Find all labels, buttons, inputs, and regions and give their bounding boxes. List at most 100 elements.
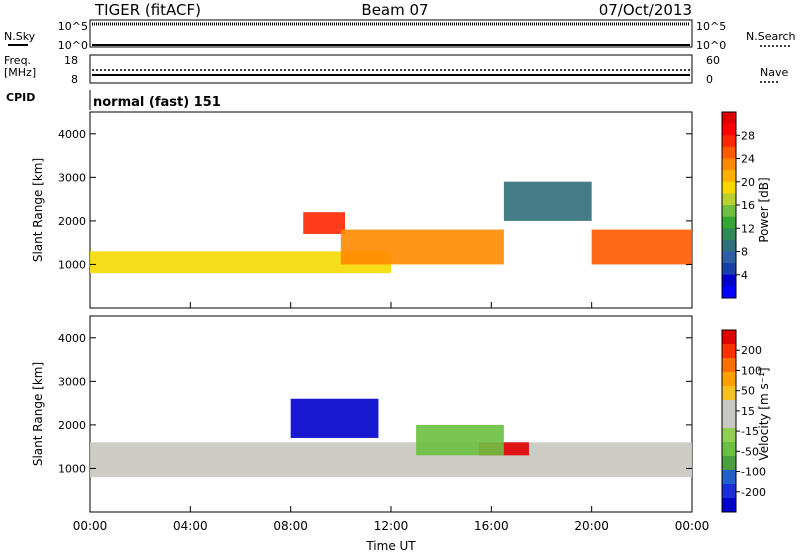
nsky-label: N.Sky	[4, 30, 36, 43]
colorbar-segment-12	[722, 251, 736, 264]
colorbar-segment-4	[722, 386, 736, 401]
colorbar-tick-label-4: 12	[741, 222, 755, 235]
y-tick-label-0: 1000	[58, 462, 86, 475]
nave-tick-bottom: 0	[706, 73, 713, 86]
station-title: TIGER (fitACF)	[94, 1, 201, 19]
colorbar-tick-label-4: -15	[741, 425, 759, 438]
y-tick-label-1: 2000	[58, 215, 86, 228]
date-title: 07/Oct/2013	[599, 1, 692, 19]
power-panel-frame	[89, 111, 693, 309]
colorbar-segment-2	[722, 135, 736, 148]
colorbar-segment-1	[722, 123, 736, 136]
heatmap-region-2	[340, 229, 504, 265]
x-tick-label-3: 12:00	[374, 519, 409, 533]
power-heatmap	[90, 181, 692, 274]
x-tick-label-4: 16:00	[474, 519, 509, 533]
velocity-heatmap	[90, 398, 692, 478]
heatmap-region-1	[303, 212, 346, 234]
colorbar-tick-label-3: 15	[741, 405, 755, 418]
y-tick-label-0: 1000	[58, 258, 86, 271]
heatmap-region-1	[290, 398, 379, 438]
freq-panel	[89, 54, 693, 84]
freq-unit-label: [MHz]	[4, 66, 36, 79]
heatmap-region-0	[90, 251, 391, 274]
heatmap-region-4	[591, 229, 692, 265]
colorbar-tick-label-5: 8	[741, 246, 748, 259]
colorbar-segment-7	[722, 428, 736, 443]
colorbar-segment-7	[722, 193, 736, 206]
nave-label: Nave	[760, 66, 788, 79]
freq-tick-bottom: 8	[71, 73, 78, 86]
power-ylabel: Slant Range [km]	[31, 158, 45, 262]
colorbar-segment-2	[722, 358, 736, 373]
colorbar-tick-label-5: -50	[741, 445, 759, 458]
y-tick-label-3: 4000	[58, 332, 86, 345]
colorbar-segment-11	[722, 239, 736, 252]
x-tick-label-5: 20:00	[574, 519, 609, 533]
colorbar-segment-8	[722, 205, 736, 218]
colorbar-segment-0	[722, 330, 736, 345]
time-axis: 00:00 04:00 08:00 12:00 16:00 20:00 00:00	[73, 302, 709, 533]
x-tick-label-2: 08:00	[273, 519, 308, 533]
power-colorbar-label: Power [dB]	[757, 177, 771, 242]
colorbar-tick-label-1: 100	[741, 364, 762, 377]
colorbar-segment-9	[722, 456, 736, 471]
colorbar-segment-0	[722, 112, 736, 125]
freq-tick-top: 18	[64, 54, 78, 67]
colorbar-frame	[721, 329, 737, 513]
colorbar-segment-10	[722, 228, 736, 241]
heatmap-region-0	[90, 442, 692, 478]
y-tick-label-1: 2000	[58, 419, 86, 432]
colorbar-tick-label-6: -100	[741, 466, 766, 479]
cpid-label: CPID	[6, 91, 35, 104]
y-tick-label-2: 3000	[58, 375, 86, 388]
colorbar-tick-label-1: 24	[741, 153, 755, 166]
colorbar-segment-6	[722, 414, 736, 429]
colorbar-tick-label-0: 200	[741, 344, 762, 357]
colorbar-segment-3	[722, 146, 736, 159]
velocity-ylabel: Slant Range [km]	[31, 362, 45, 466]
y-tick-label-2: 3000	[58, 171, 86, 184]
colorbar-tick-label-0: 28	[741, 129, 755, 142]
colorbar-segment-14	[722, 274, 736, 287]
colorbar-segment-15	[722, 286, 736, 299]
x-axis-label: Time UT	[365, 539, 416, 553]
colorbar-segment-13	[722, 263, 736, 276]
colorbar-tick-label-3: 16	[741, 199, 755, 212]
y-tick-label-3: 4000	[58, 128, 86, 141]
velocity-y-ticks: 1000 2000 3000 4000	[58, 332, 692, 475]
colorbar-segment-9	[722, 216, 736, 229]
power-colorbar: 28 24 20 16 12 8 4	[721, 111, 755, 299]
colorbar-segment-11	[722, 484, 736, 499]
colorbar-tick-label-7: -200	[741, 486, 766, 499]
nsearch-tick-top: 10^5	[696, 20, 726, 33]
colorbar-segment-5	[722, 170, 736, 183]
heatmap-region-3	[416, 424, 504, 456]
colorbar-segment-4	[722, 158, 736, 171]
colorbar-tick-label-2: 20	[741, 176, 755, 189]
colorbar-segment-3	[722, 372, 736, 387]
nave-tick-top: 60	[706, 54, 720, 67]
heatmap-region-3	[503, 181, 592, 221]
colorbar-segment-1	[722, 344, 736, 359]
nsearch-tick-bottom: 10^0	[696, 39, 726, 52]
velocity-colorbar-label: Velocity [m s⁻¹]	[757, 367, 771, 460]
colorbar-segment-10	[722, 470, 736, 485]
colorbar-segment-12	[722, 498, 736, 513]
beam-title: Beam 07	[361, 1, 428, 19]
x-tick-label-0: 00:00	[73, 519, 108, 533]
power-y-ticks: 1000 2000 3000 4000	[58, 128, 692, 271]
colorbar-segment-8	[722, 442, 736, 457]
colorbar-tick-label-2: 50	[741, 385, 755, 398]
velocity-panel-frame	[89, 315, 693, 513]
colorbar-tick-label-6: 4	[741, 269, 748, 282]
colorbar-segment-6	[722, 181, 736, 194]
freq-label: Freq.	[4, 54, 31, 67]
cpid-value: normal (fast) 151	[93, 95, 221, 110]
colorbar-segment-5	[722, 400, 736, 415]
nsky-tick-top: 10^5	[58, 20, 88, 33]
nsearch-label: N.Search	[746, 30, 796, 43]
x-tick-label-1: 04:00	[173, 519, 208, 533]
velocity-colorbar: 200 100 50 15 -15 -50 -100 -200	[721, 329, 766, 513]
